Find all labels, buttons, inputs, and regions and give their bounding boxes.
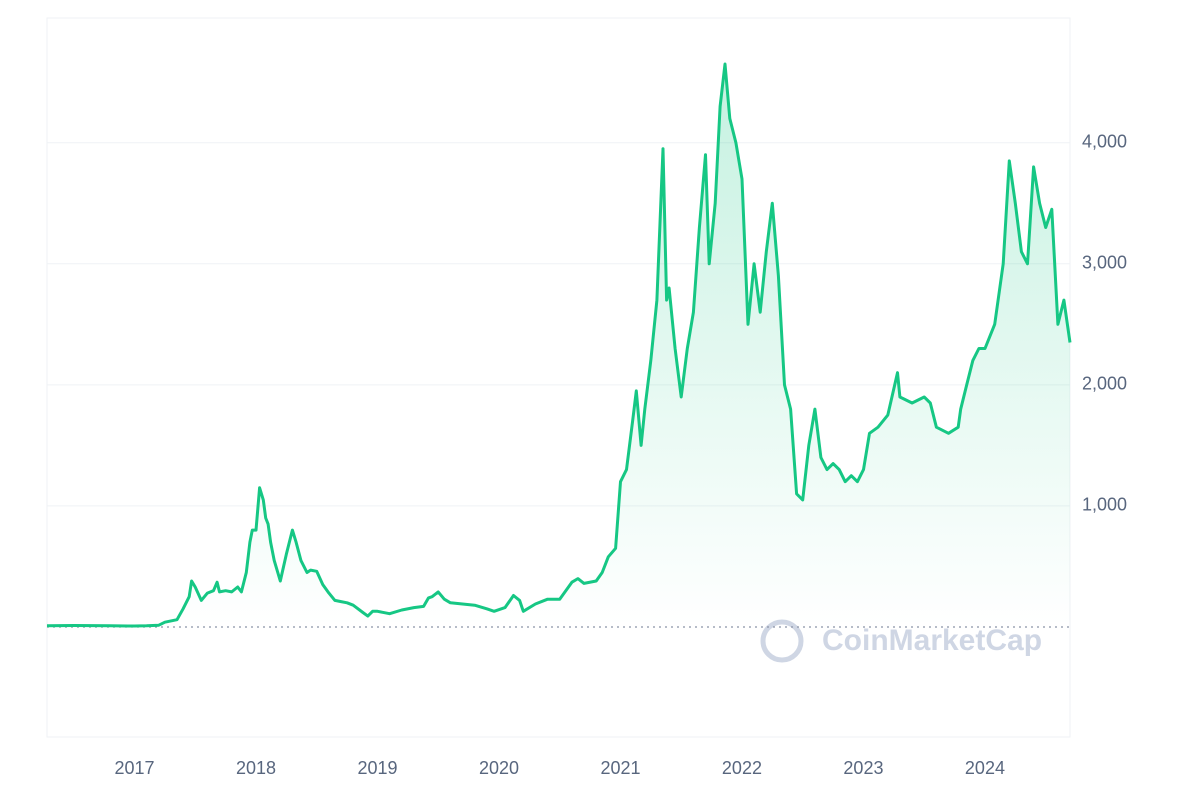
x-tick-label: 2024 — [965, 758, 1005, 778]
x-tick-label: 2023 — [843, 758, 883, 778]
watermark-logo — [760, 619, 804, 663]
x-tick-label: 2017 — [114, 758, 154, 778]
watermark-text: CoinMarketCap — [822, 624, 1042, 657]
y-tick-label: 3,000 — [1082, 253, 1127, 273]
y-tick-label: 2,000 — [1082, 374, 1127, 394]
y-tick-label: 1,000 — [1082, 495, 1127, 515]
x-tick-label: 2019 — [357, 758, 397, 778]
watermark: CoinMarketCap — [760, 619, 1042, 663]
price-line — [46, 62, 1072, 628]
x-tick-label: 2022 — [722, 758, 762, 778]
x-tick-label: 2021 — [600, 758, 640, 778]
x-tick-label: 2018 — [236, 758, 276, 778]
y-tick-label: 4,000 — [1082, 131, 1127, 151]
price-area — [47, 64, 1070, 627]
x-tick-label: 2020 — [479, 758, 519, 778]
